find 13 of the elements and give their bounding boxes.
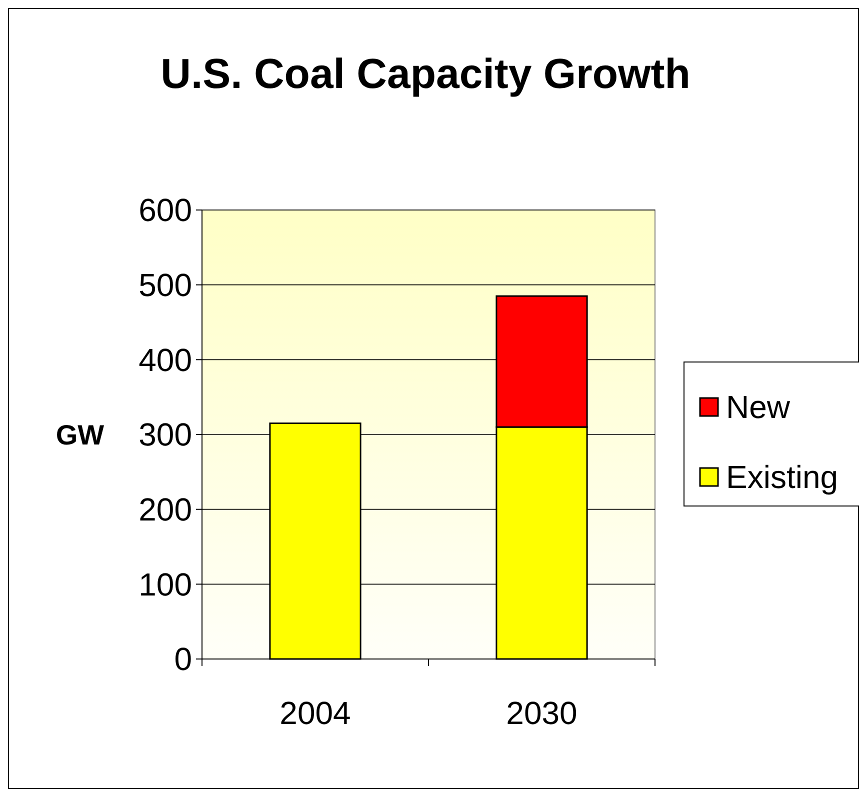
x-tick-label: 2004 <box>280 695 351 731</box>
y-axis-title: GW <box>56 419 105 450</box>
legend-label: New <box>726 389 791 426</box>
x-tick-label: 2030 <box>506 695 578 731</box>
y-tick-label: 600 <box>138 192 192 228</box>
chart-title: U.S. Coal Capacity Growth <box>160 50 690 97</box>
y-tick-label: 100 <box>138 566 192 602</box>
y-tick-label: 500 <box>138 267 192 304</box>
y-tick-label: 400 <box>138 342 192 378</box>
y-tick-label: 0 <box>174 641 192 678</box>
y-tick-label: 300 <box>138 416 192 453</box>
y-tick-label: 200 <box>138 492 192 528</box>
legend-label: Existing <box>726 459 838 496</box>
